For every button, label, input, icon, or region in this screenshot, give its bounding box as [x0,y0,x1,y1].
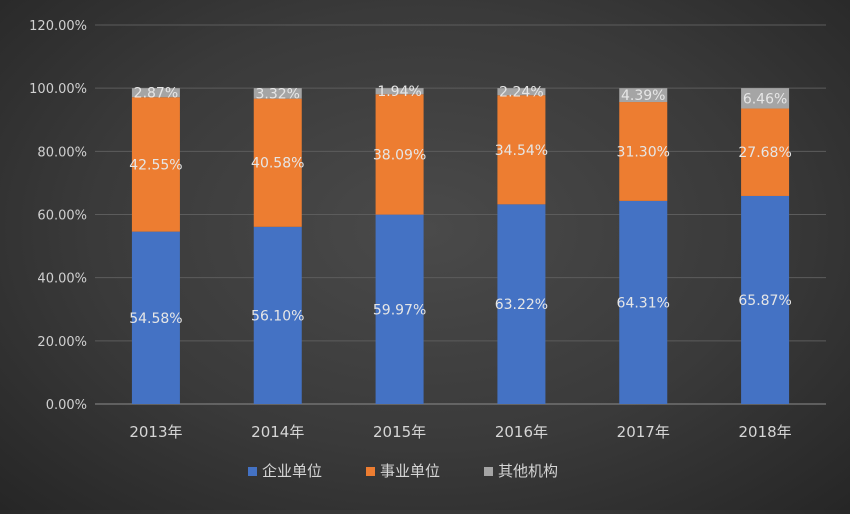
legend-swatch [248,467,257,476]
data-label: 42.55% [129,157,182,173]
bar-segment [497,204,546,404]
data-label: 38.09% [373,147,426,163]
x-tick-label: 2018年 [738,423,791,441]
bar-segment [741,108,790,196]
bar-segment [253,226,302,404]
x-tick-label: 2014年 [251,423,304,441]
x-tick-label: 2016年 [495,423,548,441]
bar-segment [619,102,668,201]
y-tick-label: 100.00% [29,82,87,97]
bar-segment [619,88,668,103]
data-label: 2.24% [499,85,543,101]
x-tick-label: 2017年 [617,423,670,441]
bar-segment [253,98,302,227]
data-label: 27.68% [738,145,791,161]
data-label: 3.32% [256,86,300,102]
y-tick-label: 80.00% [37,145,87,160]
bar-segment [375,88,424,95]
bar-segment [375,214,424,404]
y-tick-label: 60.00% [37,209,87,224]
bar-segment [497,95,546,205]
legend-label: 企业单位 [262,462,322,480]
bar-segment [619,200,668,404]
data-label: 40.58% [251,156,304,172]
data-label: 65.87% [738,293,791,309]
y-tick-label: 20.00% [37,335,87,350]
bar-segment [131,97,180,232]
bar-segment [741,88,790,109]
legend-label: 其他机构 [498,462,558,480]
data-label: 31.30% [617,144,670,160]
data-label: 4.39% [621,88,665,104]
legend-label: 事业单位 [380,462,440,480]
bar-segment [253,88,302,99]
data-label: 2.87% [134,86,178,102]
bar-segment [375,94,424,215]
legend-swatch [366,467,375,476]
data-label: 34.54% [495,143,548,159]
bar-segment [741,195,790,404]
legend-swatch [484,467,493,476]
y-tick-label: 120.00% [29,19,87,34]
bar-segment [131,88,180,98]
x-tick-label: 2013年 [129,423,182,441]
data-label: 6.46% [743,91,787,107]
y-tick-label: 0.00% [46,398,87,413]
bar-segment [131,231,180,404]
data-label: 59.97% [373,302,426,318]
data-label: 63.22% [495,297,548,313]
y-tick-label: 40.00% [37,272,87,287]
bar-segment [497,88,546,96]
x-tick-label: 2015年 [373,423,426,441]
data-label: 56.10% [251,308,304,324]
data-label: 1.94% [377,84,421,100]
data-label: 54.58% [129,311,182,327]
data-label: 64.31% [617,295,670,311]
